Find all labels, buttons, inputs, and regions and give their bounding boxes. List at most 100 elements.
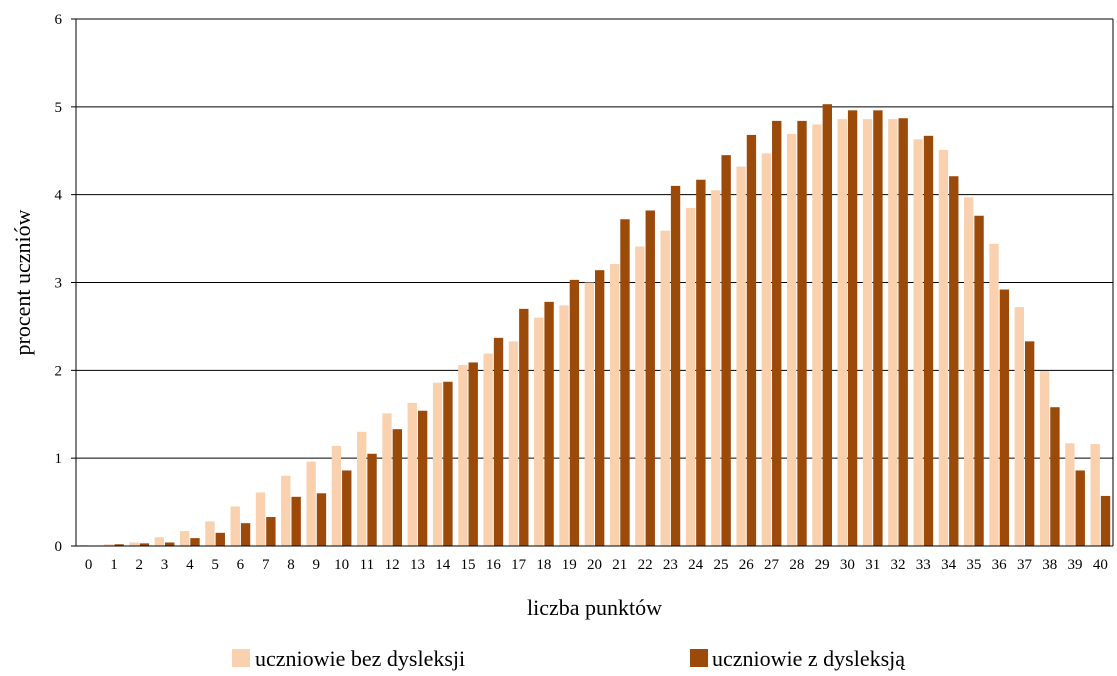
bar-z-dysleksja <box>847 110 858 546</box>
bar-bez-dysleksji <box>104 544 114 546</box>
bar-bez-dysleksji <box>458 365 468 546</box>
bar-bez-dysleksji <box>230 506 240 546</box>
bar-z-dysleksja <box>974 215 984 546</box>
legend-swatch-bez-dysleksji <box>232 649 250 667</box>
x-tick-label: 4 <box>186 557 194 573</box>
bar-bez-dysleksji <box>306 461 316 546</box>
x-tick-label: 33 <box>916 557 931 573</box>
bar-z-dysleksja <box>1075 470 1085 546</box>
x-axis-title: liczba punktów <box>527 595 662 620</box>
x-tick-label: 19 <box>562 557 577 573</box>
legend-label-bez-dysleksji: uczniowie bez dysleksji <box>255 646 465 671</box>
bar-bez-dysleksji <box>660 230 670 546</box>
x-tick-label: 8 <box>287 557 295 573</box>
bar-z-dysleksja <box>1100 495 1111 546</box>
bar-z-dysleksja <box>342 470 352 546</box>
x-tick-label: 25 <box>713 557 728 573</box>
bar-bez-dysleksji <box>964 197 974 546</box>
x-tick-label: 26 <box>739 557 755 573</box>
x-tick-label: 21 <box>612 557 627 573</box>
bar-bez-dysleksji <box>534 317 544 546</box>
x-tick-label: 0 <box>85 557 93 573</box>
bar-z-dysleksja <box>114 544 124 546</box>
y-tick-label: 5 <box>55 100 63 116</box>
bar-z-dysleksja <box>392 429 403 546</box>
bar-z-dysleksja <box>569 279 580 546</box>
bar-bez-dysleksji <box>1014 307 1024 546</box>
bar-bez-dysleksji <box>179 531 190 546</box>
bar-z-dysleksja <box>797 120 807 547</box>
bar-z-dysleksja <box>443 381 453 546</box>
bar-bez-dysleksji <box>761 153 772 546</box>
x-tick-label: 14 <box>435 557 451 573</box>
bar-z-dysleksja <box>240 523 251 546</box>
bar-z-dysleksja <box>291 496 301 546</box>
x-tick-label: 10 <box>334 557 349 573</box>
y-tick-label: 4 <box>55 188 63 204</box>
bar-bez-dysleksji <box>1039 371 1050 546</box>
bar-bez-dysleksji <box>407 402 417 546</box>
bar-bez-dysleksji <box>888 119 898 546</box>
bar-z-dysleksja <box>190 538 200 546</box>
x-tick-label: 18 <box>536 557 551 573</box>
x-tick-label: 32 <box>891 557 906 573</box>
bar-z-dysleksja <box>316 493 327 546</box>
x-tick-label: 16 <box>486 557 502 573</box>
x-tick-label: 31 <box>865 557 880 573</box>
bar-bez-dysleksji <box>786 134 797 547</box>
x-tick-label: 5 <box>211 557 219 573</box>
x-tick-label: 40 <box>1093 557 1108 573</box>
bar-z-dysleksja <box>949 176 959 546</box>
bar-z-dysleksja <box>746 134 757 546</box>
x-tick-label: 29 <box>815 557 830 573</box>
bar-z-dysleksja <box>215 532 225 546</box>
x-tick-label: 35 <box>966 557 981 573</box>
y-tick-label: 6 <box>55 12 63 28</box>
x-tick-label: 37 <box>1017 557 1033 573</box>
legend-swatch-z-dysleksja <box>690 649 708 667</box>
x-tick-label: 9 <box>313 557 321 573</box>
bar-bez-dysleksji <box>913 139 923 546</box>
bar-z-dysleksja <box>139 543 150 546</box>
bar-z-dysleksja <box>670 185 681 546</box>
y-tick-label: 0 <box>55 539 63 555</box>
bar-z-dysleksja <box>266 517 276 546</box>
bar-bez-dysleksji <box>1090 444 1100 546</box>
x-tick-label: 7 <box>262 557 270 573</box>
bar-z-dysleksja <box>417 410 428 546</box>
bar-bez-dysleksji <box>837 119 847 546</box>
x-tick-label: 1 <box>110 557 118 573</box>
bar-z-dysleksja <box>493 337 504 546</box>
bar-bez-dysleksji <box>432 382 443 546</box>
bar-bez-dysleksji <box>938 149 949 546</box>
bars <box>78 104 1111 547</box>
axes <box>71 18 1114 547</box>
bar-bez-dysleksji <box>154 537 165 546</box>
x-tick-label: 36 <box>992 557 1008 573</box>
x-tick-label: 39 <box>1068 557 1083 573</box>
x-tick-label: 38 <box>1042 557 1057 573</box>
x-tick-label: 28 <box>789 557 804 573</box>
bar-z-dysleksja <box>595 270 605 546</box>
bar-z-dysleksja <box>468 362 478 546</box>
x-tick-label: 23 <box>663 557 678 573</box>
bar-z-dysleksja <box>923 135 934 546</box>
bar-z-dysleksja <box>772 120 782 547</box>
bar-z-dysleksja <box>721 155 731 546</box>
bar-bez-dysleksji <box>281 475 291 546</box>
bar-z-dysleksja <box>519 308 529 546</box>
bar-z-dysleksja <box>999 289 1010 546</box>
x-tick-label: 3 <box>161 557 169 573</box>
bar-z-dysleksja <box>1024 341 1035 546</box>
x-tick-label: 20 <box>587 557 602 573</box>
y-axis-title: procent uczniów <box>10 209 35 355</box>
bar-bez-dysleksji <box>382 413 392 546</box>
bar-bez-dysleksji <box>559 305 569 546</box>
bar-z-dysleksja <box>367 453 377 546</box>
legend: uczniowie bez dysleksji uczniowie z dysl… <box>232 646 905 671</box>
x-tick-label: 13 <box>410 557 425 573</box>
x-tick-label: 17 <box>511 557 527 573</box>
x-tick-label: 12 <box>385 557 400 573</box>
